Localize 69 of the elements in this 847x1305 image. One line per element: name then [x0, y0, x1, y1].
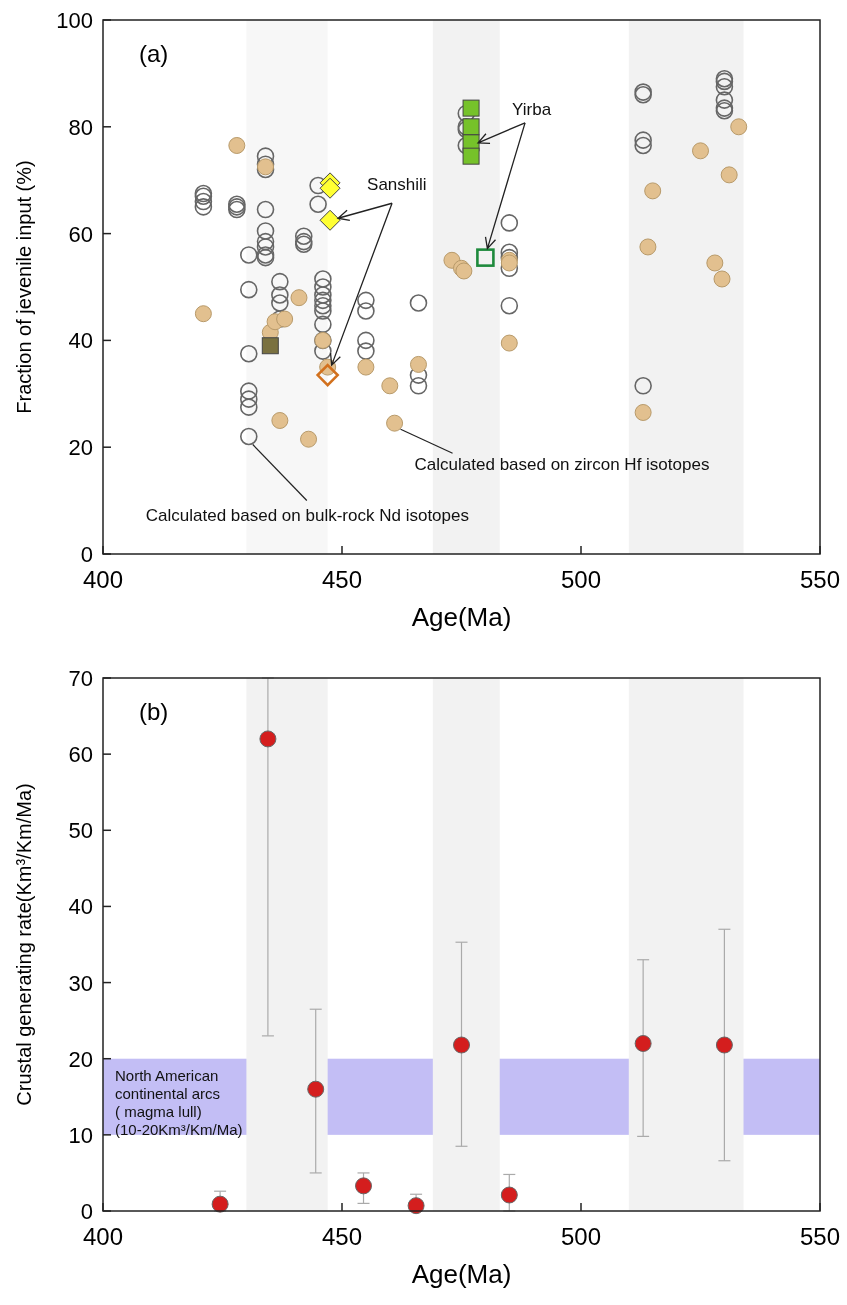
point [644, 182, 662, 200]
x-tick-label: 400 [82, 566, 124, 593]
point [276, 310, 294, 328]
point [639, 238, 657, 256]
y-tick-label: 0 [80, 542, 93, 567]
point [319, 209, 341, 231]
point [713, 270, 731, 288]
point [319, 177, 341, 199]
point [307, 1080, 325, 1098]
y-tick-label: 30 [68, 970, 93, 996]
y-tick-label: 100 [56, 8, 93, 33]
point [715, 1036, 733, 1054]
y-tick-label: 20 [68, 435, 93, 461]
point [290, 289, 308, 307]
point [228, 136, 246, 154]
annotation: Sanshili [367, 175, 427, 195]
y-axis-title: Crustal generating rate(Km³/Km/Ma) [13, 783, 35, 1106]
point [316, 363, 339, 387]
x-tick-label: 450 [321, 566, 363, 593]
y-tick-label: 50 [68, 818, 93, 844]
y-tick-label: 70 [68, 666, 93, 691]
y-tick-label: 20 [68, 1046, 93, 1072]
point [194, 305, 212, 323]
point [300, 430, 318, 448]
band-label: North American continental arcs ( magma lull) (10-20Km³/Km/Ma) [115, 1066, 243, 1138]
point [453, 1036, 470, 1054]
point [355, 1177, 373, 1195]
y-tick-label: 10 [68, 1122, 93, 1148]
y-tick-label: 0 [80, 1199, 93, 1224]
point [634, 1034, 652, 1052]
x-tick-label: 450 [321, 1223, 363, 1250]
annotation: Yirba [512, 99, 552, 119]
x-tick-label: 400 [82, 1223, 124, 1250]
x-tick-label: 550 [799, 566, 841, 593]
point [500, 1186, 518, 1204]
y-tick-label: 80 [68, 114, 93, 140]
point [407, 1197, 425, 1215]
x-tick-label: 500 [560, 566, 602, 593]
point [692, 142, 709, 160]
point [634, 403, 652, 421]
point [261, 337, 279, 355]
point [462, 147, 480, 165]
y-tick-label: 60 [68, 742, 93, 768]
y-tick-label: 40 [68, 328, 93, 354]
point [386, 414, 404, 432]
point [462, 99, 480, 117]
text: (b) [139, 698, 169, 725]
point [259, 730, 277, 748]
point [720, 166, 738, 184]
text: (a) [139, 40, 169, 67]
x-axis-title: Age(Ma) [411, 602, 512, 632]
point [706, 254, 724, 272]
x-tick-label: 500 [560, 1223, 602, 1250]
point [211, 1195, 229, 1213]
point [730, 118, 748, 136]
annotation: Calculated based on bulk-rock Nd isotopes [145, 505, 469, 525]
y-tick-label: 60 [68, 221, 93, 247]
point [381, 377, 399, 395]
x-axis-title: Age(Ma) [411, 1259, 512, 1289]
point [357, 358, 375, 376]
point [462, 118, 480, 136]
point [500, 334, 518, 352]
point [271, 412, 289, 429]
point [476, 248, 495, 267]
y-tick-label: 40 [68, 894, 93, 920]
y-axis-title: Fraction of jevenile input (%) [13, 160, 35, 414]
x-tick-label: 550 [799, 1223, 841, 1250]
point [409, 355, 427, 373]
annotation: Calculated based on zircon Hf isotopes [414, 455, 710, 475]
